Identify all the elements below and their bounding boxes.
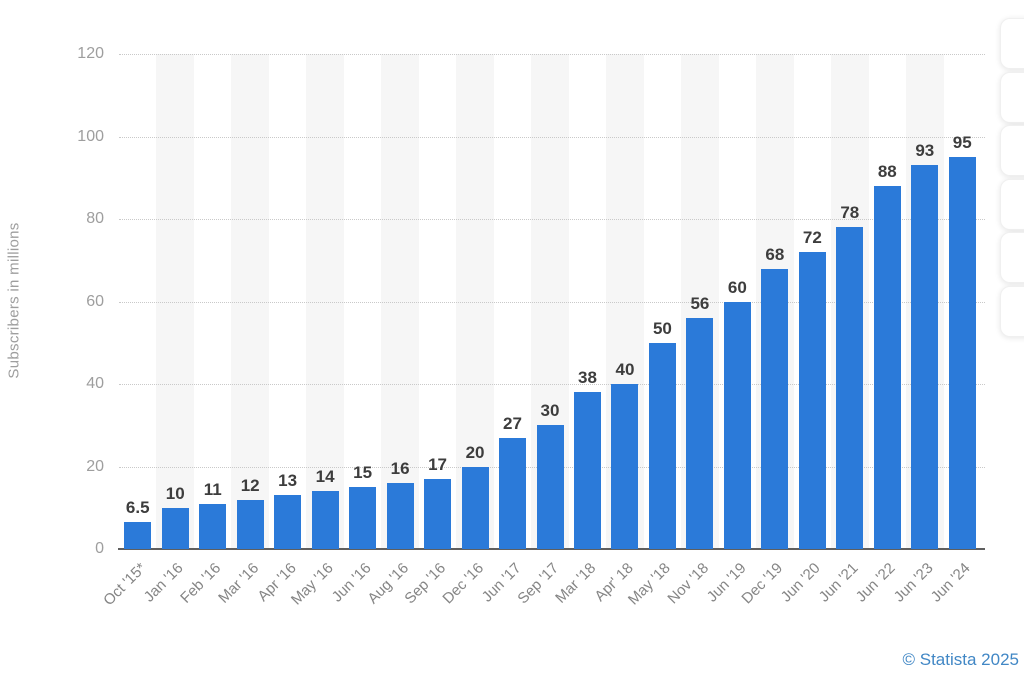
bar-value-label: 27 [503,413,522,433]
bar[interactable] [948,157,976,549]
bar-value-label: 93 [915,141,935,161]
bar[interactable] [274,495,302,549]
gridline [119,301,985,303]
bar[interactable] [573,392,601,549]
y-axis-tick-label: 100 [77,127,104,145]
bar[interactable] [686,318,714,549]
bar[interactable] [723,301,751,549]
bar[interactable] [499,437,527,549]
copyright-text: © Statista 2025 [902,650,1020,669]
bar-value-label: 95 [952,133,972,153]
bar-value-label: 68 [765,244,785,264]
side-toolbar-button[interactable] [1000,178,1024,230]
gridline [119,384,985,385]
side-toolbar-button[interactable] [1000,232,1024,284]
bar-value-label: 78 [840,203,860,223]
bar-value-label: 38 [578,368,597,388]
bar[interactable] [461,466,489,549]
bar-value-label: 6.5 [125,498,150,518]
x-axis-line [118,548,985,550]
gridline [119,219,985,220]
bar[interactable] [386,483,414,549]
bar-value-label: 15 [353,463,373,483]
bar[interactable] [199,503,227,549]
gridline [119,136,985,138]
bar[interactable] [124,522,152,549]
bar[interactable] [911,165,939,549]
side-toolbar-button[interactable] [1000,18,1024,69]
bar[interactable] [424,478,452,549]
bar-value-label: 60 [727,277,747,297]
bar[interactable] [161,507,189,549]
bar-value-label: 20 [465,442,485,462]
bar[interactable] [761,268,789,549]
y-axis-tick-label: 0 [95,540,104,557]
bar-value-label: 56 [690,294,710,313]
bar-value-label: 50 [652,318,672,338]
side-toolbar-button[interactable] [1000,71,1024,123]
bar[interactable] [349,487,377,549]
side-toolbar-button[interactable] [1000,125,1024,177]
bar-value-label: 14 [315,467,335,487]
y-axis-tick-label: 80 [86,210,104,227]
bar[interactable] [873,186,901,549]
bar-value-label: 13 [278,471,298,491]
bar-value-label: 30 [540,401,560,421]
bar-value-label: 16 [390,459,410,478]
bar-value-label: 11 [203,479,222,499]
bar[interactable] [236,499,264,549]
bar[interactable] [648,342,676,549]
bar[interactable] [836,227,864,549]
y-axis-tick-label: 120 [77,45,104,62]
bar[interactable] [611,384,639,549]
bar[interactable] [798,252,826,549]
side-toolbar-button[interactable] [1000,286,1024,337]
bar-value-label: 12 [240,475,260,495]
bar[interactable] [536,425,564,549]
y-axis-tick-label: 60 [86,292,104,310]
bar-value-label: 88 [877,162,897,181]
y-axis-tick-label: 40 [86,375,104,392]
gridline [119,54,985,55]
bar-value-label: 17 [428,454,448,474]
bar-value-label: 72 [802,228,822,247]
bar-value-label: 40 [615,360,635,379]
y-axis-tick-label: 20 [86,457,104,475]
bar[interactable] [311,491,339,549]
bar-value-label: 10 [165,483,185,503]
